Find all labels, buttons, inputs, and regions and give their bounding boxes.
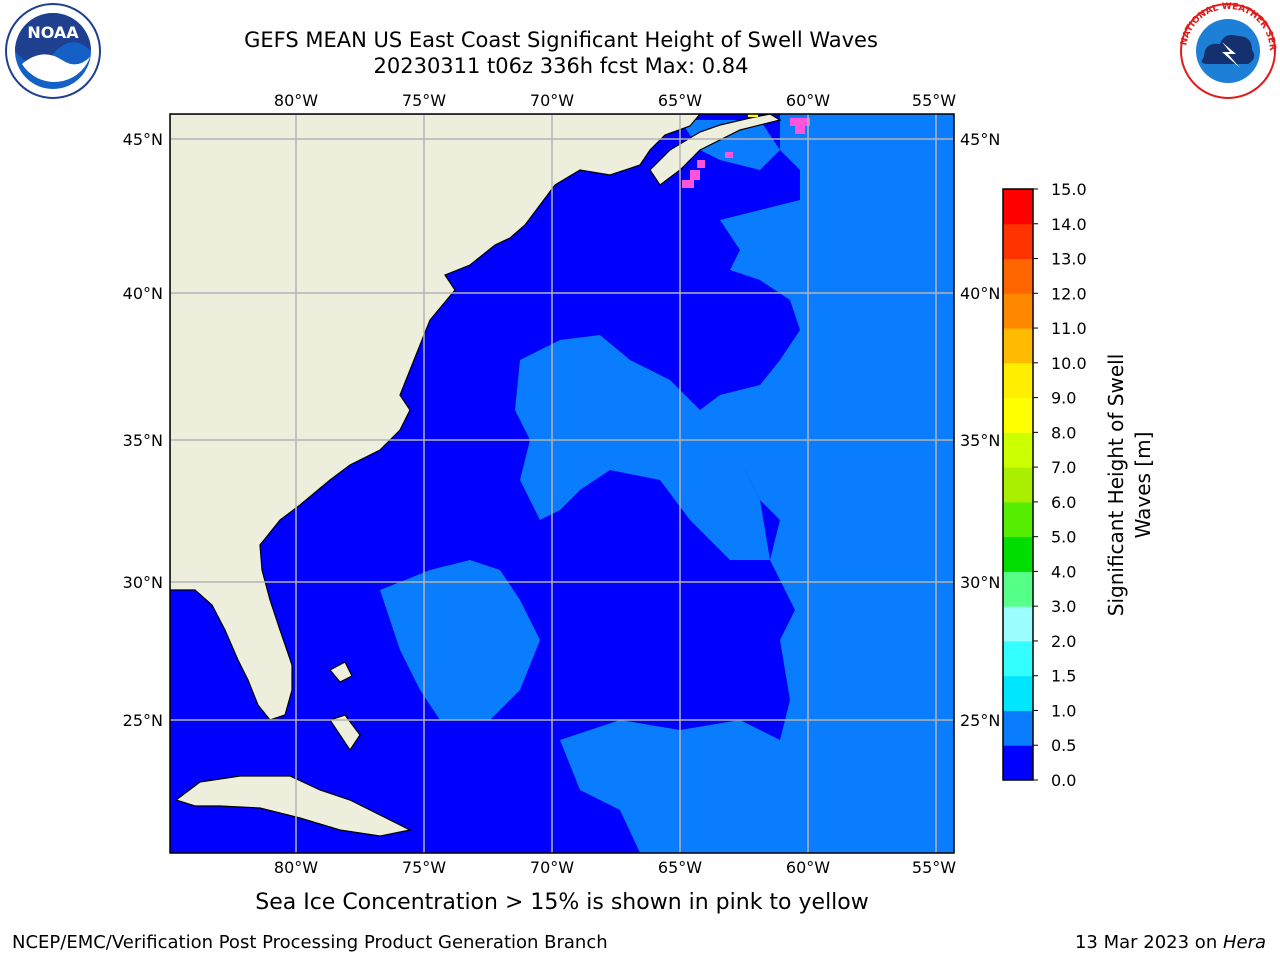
lon-top-55w: 55°W <box>912 91 956 110</box>
lat-labels-left: 45°N 40°N 35°N 30°N 25°N <box>123 130 163 730</box>
chart-subtitle: 20230311 t06z 336h fcst Max: 0.84 <box>373 54 749 78</box>
colorbar-tick-label: 1.5 <box>1051 667 1076 686</box>
swell-region-south <box>380 560 540 720</box>
colorbar-tick-label: 1.0 <box>1051 701 1076 720</box>
land-masses <box>170 114 782 837</box>
colorbar-tick-label: 2.0 <box>1051 632 1076 651</box>
colorbar-tick-label: 8.0 <box>1051 423 1076 442</box>
land-nova-scotia <box>649 114 782 186</box>
lat-labels-right: 45°N 40°N 35°N 30°N 25°N <box>960 130 1000 730</box>
lat-right-30n: 30°N <box>960 573 1000 592</box>
colorbar-tick-label: 4.0 <box>1051 562 1076 581</box>
colorbar-band <box>1003 571 1033 607</box>
colorbar-band <box>1003 745 1033 781</box>
lon-top-70w: 70°W <box>530 91 574 110</box>
colorbar-band <box>1003 432 1033 468</box>
colorbar-tick-label: 15.0 <box>1051 180 1087 199</box>
colorbar-band <box>1003 328 1033 364</box>
nws-logo: NATIONAL WEATHER SERVICE <box>1178 2 1277 99</box>
colorbar-band <box>1003 293 1033 329</box>
lon-labels-bottom: 80°W 75°W 70°W 65°W 60°W 55°W <box>274 858 956 877</box>
lon-labels-top: 80°W 75°W 70°W 65°W 60°W 55°W <box>274 91 956 110</box>
land-us-east-coast <box>170 114 701 721</box>
colorbar-tick-label: 13.0 <box>1051 250 1087 269</box>
colorbar-tick-label: 3.0 <box>1051 597 1076 616</box>
colorbar-band <box>1003 397 1033 433</box>
colorbar-tick-label: 9.0 <box>1051 389 1076 408</box>
swell-mid-regions <box>380 114 954 853</box>
lat-left-40n: 40°N <box>123 284 163 303</box>
colorbar-tick-label: 6.0 <box>1051 493 1076 512</box>
colorbar-tick-label: 0.0 <box>1051 771 1076 790</box>
lon-bottom-70w: 70°W <box>530 858 574 877</box>
credit-branch: NCEP/EMC/Verification Post Processing Pr… <box>12 932 608 953</box>
swell-region-central <box>515 335 770 560</box>
land-cuba <box>174 775 412 837</box>
lon-bottom-80w: 80°W <box>274 858 318 877</box>
colorbar-tick-label: 10.0 <box>1051 354 1087 373</box>
lon-bottom-55w: 55°W <box>912 858 956 877</box>
lon-top-60w: 60°W <box>786 91 830 110</box>
colorbar-band <box>1003 710 1033 746</box>
colorbar-band <box>1003 606 1033 642</box>
lon-bottom-75w: 75°W <box>402 858 446 877</box>
lat-left-30n: 30°N <box>123 573 163 592</box>
lat-right-45n: 45°N <box>960 130 1000 149</box>
colorbar-tick-label: 11.0 <box>1051 319 1087 338</box>
colorbar: 0.0 0.5 1.0 1.5 2.0 3.0 4.0 5.0 6.0 7.0 8.0 9.0 10.0… <box>1002 180 1087 790</box>
colorbar-band <box>1003 536 1033 572</box>
colorbar-band <box>1003 223 1033 260</box>
lon-top-75w: 75°W <box>402 91 446 110</box>
colorbar-band <box>1003 258 1033 294</box>
sea-ice-yellow <box>748 114 758 117</box>
lon-bottom-60w: 60°W <box>786 858 830 877</box>
colorbar-label-line1: Significant Height of Swell <box>1104 354 1128 616</box>
lat-right-25n: 25°N <box>960 711 1000 730</box>
land-bahamas-2 <box>329 661 353 683</box>
colorbar-frame <box>1002 188 1034 781</box>
credit-date: 13 Mar 2023 on Hera <box>1075 932 1266 953</box>
chart-title: GEFS MEAN US East Coast Significant Heig… <box>244 28 878 52</box>
lat-left-35n: 35°N <box>123 431 163 450</box>
colorbar-tick-label: 0.5 <box>1051 736 1076 755</box>
colorbar-band <box>1003 640 1033 677</box>
credit-host: Hera <box>1222 932 1266 953</box>
grid-lines <box>170 114 954 853</box>
lon-bottom-65w: 65°W <box>658 858 702 877</box>
colorbar-band <box>1003 362 1033 399</box>
lat-left-45n: 45°N <box>123 130 163 149</box>
lat-right-35n: 35°N <box>960 431 1000 450</box>
lon-top-80w: 80°W <box>274 91 318 110</box>
colorbar-band <box>1003 189 1033 225</box>
colorbar-tick-label: 14.0 <box>1051 215 1087 234</box>
land-bahamas-1 <box>329 714 361 752</box>
colorbar-band <box>1003 675 1033 711</box>
noaa-logo-text: NOAA <box>27 23 79 42</box>
sea-ice <box>682 118 810 188</box>
colorbar-tick-label: 5.0 <box>1051 528 1076 547</box>
lon-top-65w: 65°W <box>658 91 702 110</box>
colorbar-tick-label: 7.0 <box>1051 458 1076 477</box>
colorbar-band <box>1003 467 1033 503</box>
map-frame <box>169 113 955 854</box>
colorbar-band <box>1003 501 1033 538</box>
sea-ice-note: Sea Ice Concentration > 15% is shown in … <box>255 890 869 915</box>
lat-right-40n: 40°N <box>960 284 1000 303</box>
colorbar-label-line2: Waves [m] <box>1131 432 1155 539</box>
lat-left-25n: 25°N <box>123 711 163 730</box>
noaa-logo: NOAA <box>5 3 101 99</box>
swell-region-east <box>700 114 954 853</box>
colorbar-tick-label: 12.0 <box>1051 284 1087 303</box>
credit-date-text: 13 Mar 2023 on <box>1074 932 1223 953</box>
